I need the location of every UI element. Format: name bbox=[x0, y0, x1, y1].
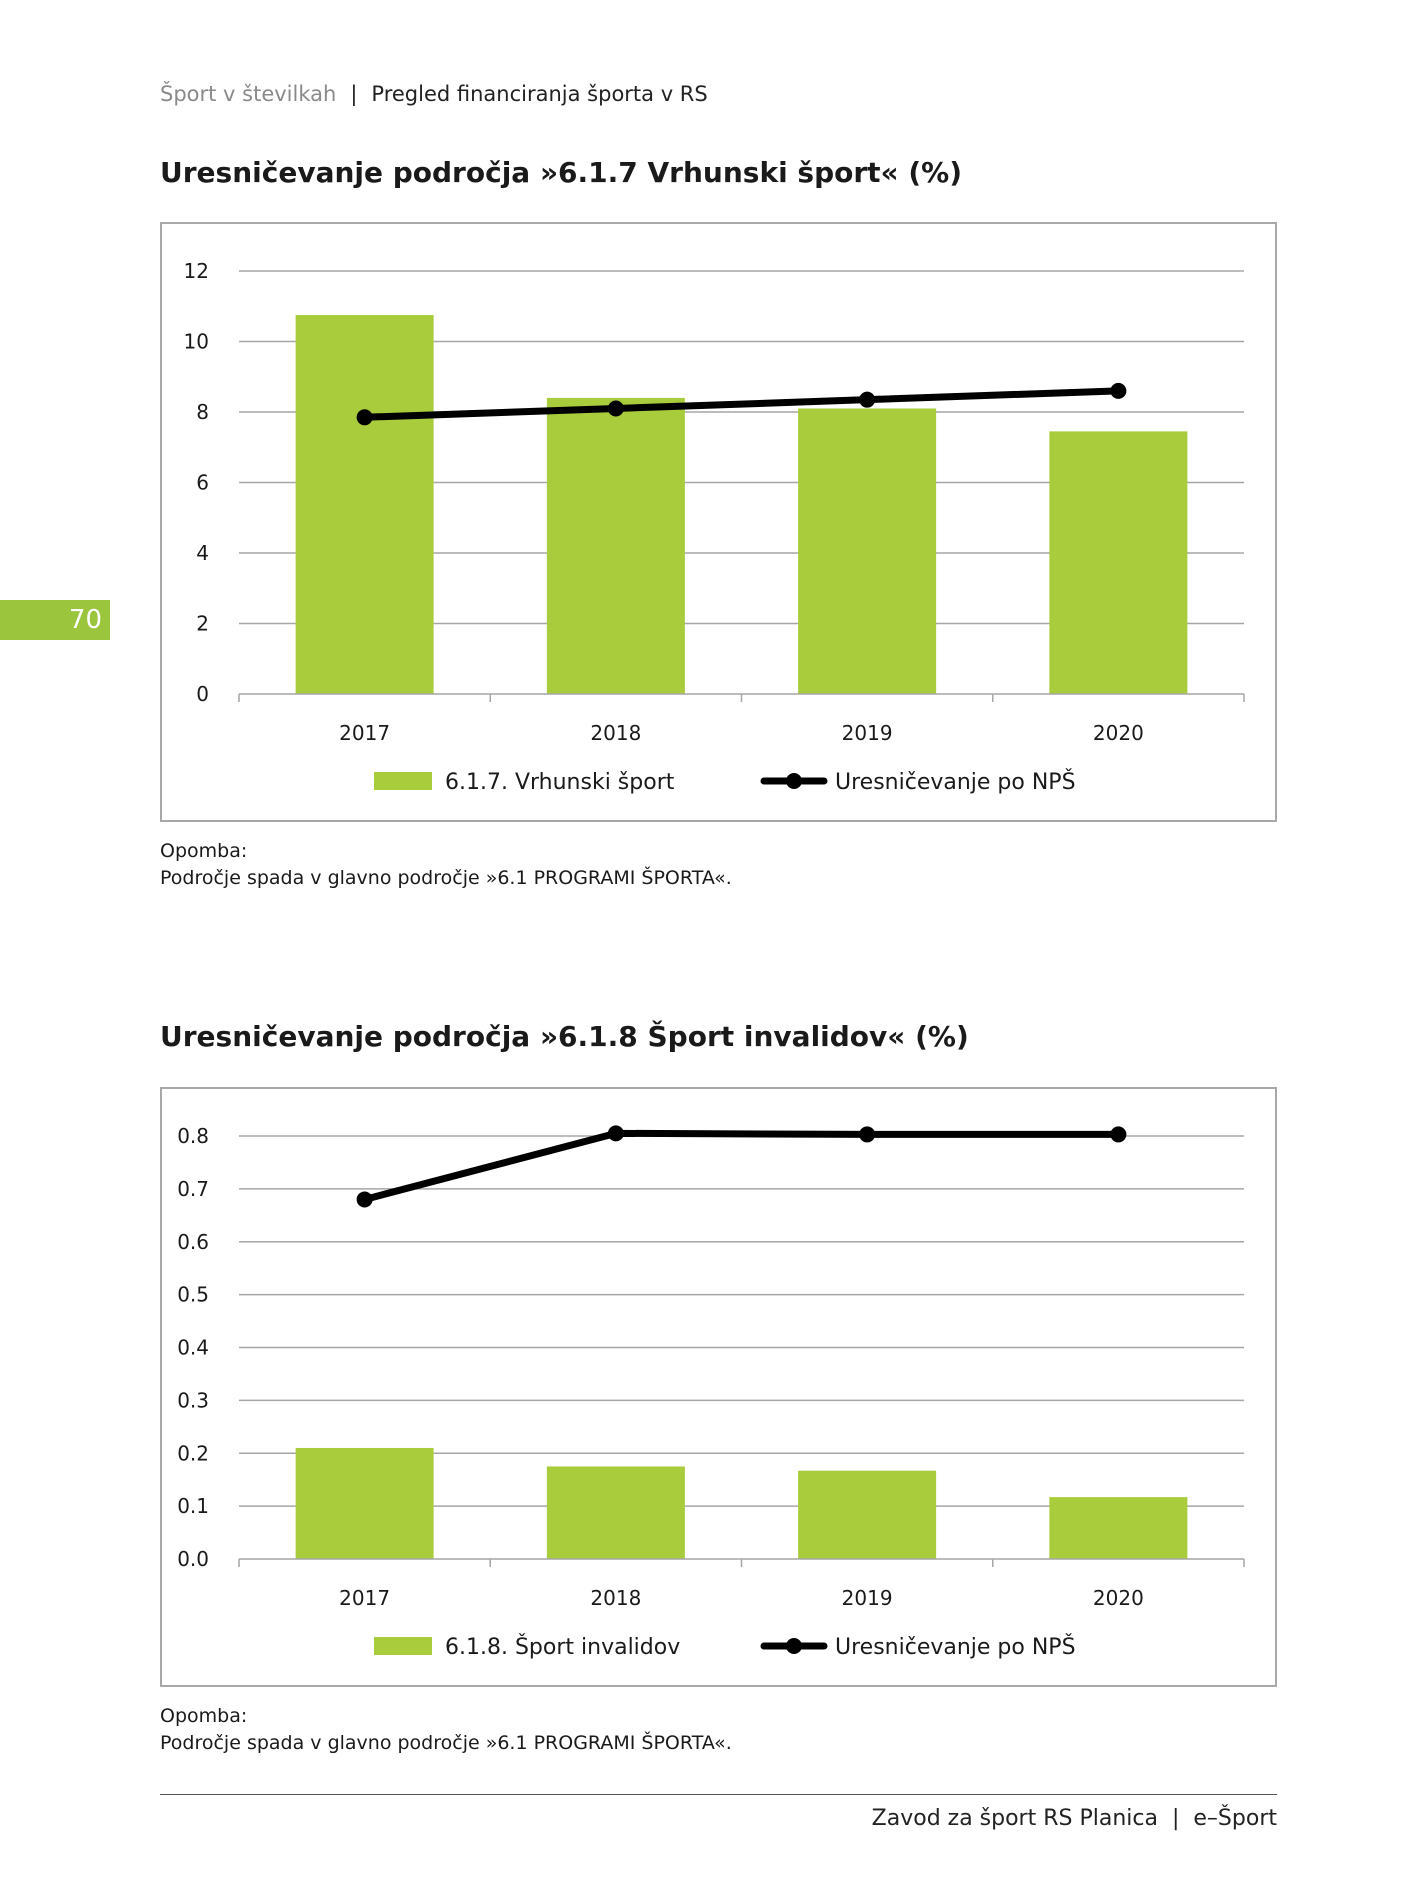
footer-publisher: Zavod za šport RS Planica bbox=[871, 1806, 1158, 1831]
bar bbox=[798, 1470, 937, 1559]
chart-1: 0 2 4 6 8 10 12 2017 2018 2019 2020 6.1.7. Vrhunski… bbox=[160, 222, 1277, 822]
y-tick-label: 10 bbox=[184, 330, 209, 354]
legend-bar-swatch bbox=[374, 772, 432, 790]
note-1: Opomba: Področje spada v glavno področje… bbox=[160, 838, 732, 892]
y-tick-label: 0.2 bbox=[177, 1441, 209, 1465]
note-1-text: Področje spada v glavno področje »6.1 PR… bbox=[160, 867, 732, 889]
line-point bbox=[1110, 1126, 1127, 1143]
series-line bbox=[361, 387, 1122, 421]
y-tick-label: 0.0 bbox=[177, 1547, 209, 1571]
y-tick-label: 4 bbox=[196, 541, 209, 565]
page-number: 70 bbox=[0, 600, 110, 640]
note-2-text: Področje spada v glavno področje »6.1 PR… bbox=[160, 1732, 732, 1754]
chart-2-svg: 0.0 0.1 0.2 0.3 0.4 0.5 0.6 0.7 0.8 2017 2018 2019 2… bbox=[177, 1124, 1245, 1660]
legend-bar-label: 6.1.8. Šport invalidov bbox=[445, 1634, 680, 1660]
header-section: Pregled financiranja športa v RS bbox=[371, 82, 708, 106]
legend-bar-swatch bbox=[374, 1637, 432, 1655]
note-2-label: Opomba: bbox=[160, 1705, 248, 1727]
y-tick-label: 0.6 bbox=[177, 1230, 209, 1254]
y-tick-label: 0.7 bbox=[177, 1177, 209, 1201]
bar bbox=[546, 1466, 685, 1559]
x-tick-label: 2019 bbox=[842, 1586, 893, 1610]
legend-bar-label: 6.1.7. Vrhunski šport bbox=[445, 770, 675, 795]
line-point bbox=[859, 1126, 876, 1143]
legend-line-label: Uresničevanje po NPŠ bbox=[835, 769, 1076, 795]
series-line bbox=[361, 1129, 1122, 1203]
page-footer: Zavod za šport RS Planica | e–Šport bbox=[872, 1806, 1277, 1831]
y-tick-label: 6 bbox=[196, 471, 209, 495]
legend-line-label: Uresničevanje po NPŠ bbox=[835, 1634, 1076, 1660]
line-point bbox=[1110, 382, 1127, 399]
legend-line-marker bbox=[786, 773, 802, 789]
y-tick-label: 0.4 bbox=[177, 1336, 209, 1360]
bar bbox=[1049, 431, 1188, 694]
x-tick-label: 2018 bbox=[590, 1586, 641, 1610]
y-tick-label: 0.1 bbox=[177, 1494, 209, 1518]
bar bbox=[295, 1447, 434, 1559]
x-tick-label: 2020 bbox=[1093, 1586, 1144, 1610]
footer-divider bbox=[160, 1794, 1277, 1795]
legend-line-marker bbox=[786, 1638, 802, 1654]
x-tick-label: 2019 bbox=[842, 721, 893, 745]
y-tick-label: 0.8 bbox=[177, 1124, 209, 1148]
chart-title-1: Uresničevanje področja »6.1.7 Vrhunski š… bbox=[160, 156, 963, 189]
header-separator: | bbox=[350, 82, 358, 106]
bar bbox=[1049, 1497, 1188, 1559]
bar bbox=[295, 315, 434, 694]
y-tick-label: 0 bbox=[196, 682, 209, 706]
y-tick-label: 0.5 bbox=[177, 1283, 209, 1307]
line-point bbox=[859, 391, 876, 408]
line-point bbox=[356, 1191, 373, 1208]
page-header: Šport v številkah | Pregled financiranja š… bbox=[160, 82, 708, 106]
x-tick-label: 2020 bbox=[1093, 721, 1144, 745]
chart-1-svg: 0 2 4 6 8 10 12 2017 2018 2019 2020 6.1.7. Vrhunski… bbox=[184, 259, 1245, 795]
note-1-label: Opomba: bbox=[160, 840, 248, 862]
y-tick-label: 0.3 bbox=[177, 1388, 209, 1412]
line-point bbox=[607, 400, 624, 417]
x-tick-label: 2017 bbox=[339, 721, 390, 745]
header-publication: Šport v številkah bbox=[160, 82, 337, 106]
x-tick-label: 2018 bbox=[590, 721, 641, 745]
chart-title-2: Uresničevanje področja »6.1.8 Šport inva… bbox=[160, 1020, 969, 1053]
bar bbox=[798, 408, 937, 694]
footer-brand: e–Šport bbox=[1193, 1806, 1277, 1831]
line-point bbox=[356, 409, 373, 426]
line-point bbox=[607, 1125, 624, 1142]
footer-separator: | bbox=[1171, 1806, 1180, 1831]
y-tick-label: 12 bbox=[184, 259, 209, 283]
y-tick-label: 8 bbox=[196, 400, 209, 424]
note-2: Opomba: Področje spada v glavno področje… bbox=[160, 1703, 732, 1757]
bar bbox=[546, 397, 685, 694]
y-tick-label: 2 bbox=[196, 612, 209, 636]
chart-2: 0.0 0.1 0.2 0.3 0.4 0.5 0.6 0.7 0.8 2017 2018 2019 2… bbox=[160, 1087, 1277, 1687]
x-tick-label: 2017 bbox=[339, 1586, 390, 1610]
